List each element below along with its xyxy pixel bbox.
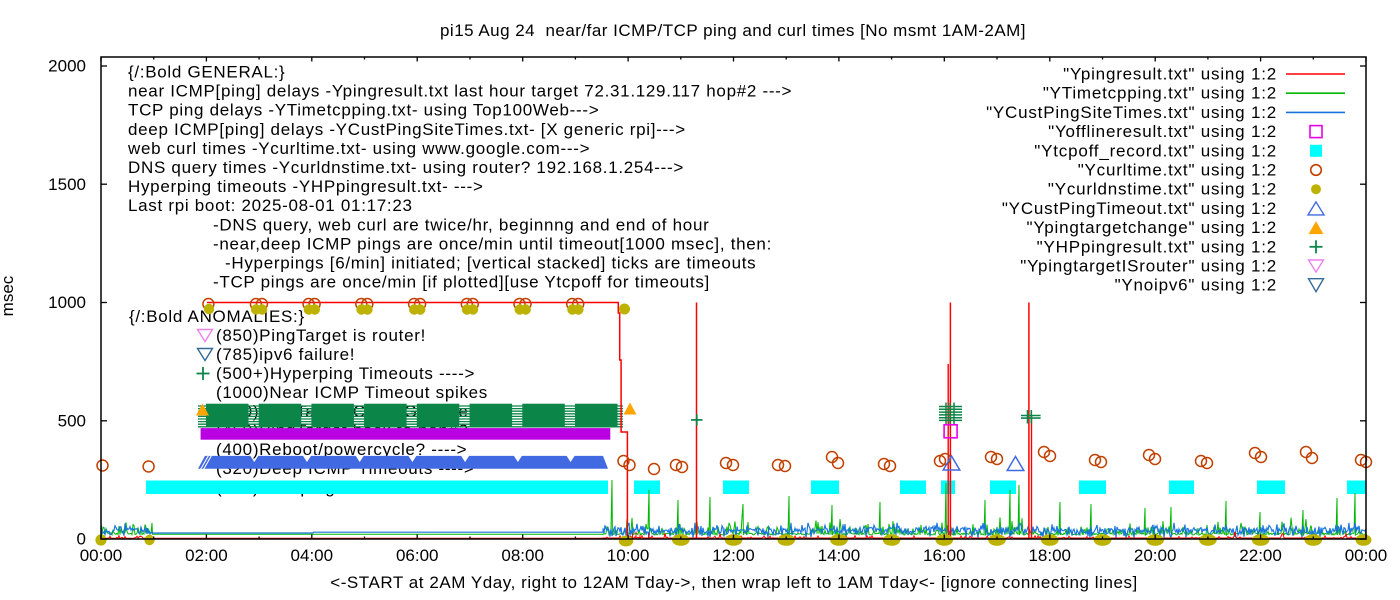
svg-text:10:00: 10:00 <box>607 546 650 565</box>
svg-text:DNS query times -Ycurldnstime.: DNS query times -Ycurldnstime.txt- using… <box>128 158 684 177</box>
svg-text:"Ytcpoff_record.txt" using 1:2: "Ytcpoff_record.txt" using 1:2 <box>1034 141 1277 160</box>
svg-text:TCP ping delays -YTimetcpping.: TCP ping delays -YTimetcpping.txt- using… <box>128 101 599 120</box>
svg-text:02:00: 02:00 <box>185 546 228 565</box>
svg-text:{/:Bold GENERAL:}: {/:Bold GENERAL:} <box>128 63 285 82</box>
svg-text:14:00: 14:00 <box>818 546 861 565</box>
svg-text:{/:Bold ANOMALIES:}: {/:Bold ANOMALIES:} <box>129 307 305 326</box>
svg-text:pi15 Aug 24 near/far ICMP/TCP: pi15 Aug 24 near/far ICMP/TCP ping and c… <box>440 21 1026 40</box>
svg-text:near ICMP[ping] delays -Ypingr: near ICMP[ping] delays -Ypingresult.txt … <box>128 82 792 101</box>
svg-text:"YpingtargetISrouter" using 1:: "YpingtargetISrouter" using 1:2 <box>1020 257 1277 276</box>
svg-text:"Ycurltime.txt" using 1:2: "Ycurltime.txt" using 1:2 <box>1078 161 1277 180</box>
svg-text:"YCustPingSiteTimes.txt" using: "YCustPingSiteTimes.txt" using 1:2 <box>986 103 1277 122</box>
svg-text:deep ICMP[ping] delays -YCustP: deep ICMP[ping] delays -YCustPingSiteTim… <box>128 120 686 139</box>
svg-text:1500: 1500 <box>48 175 86 194</box>
svg-text:web curl times -Ycurltime.txt-: web curl times -Ycurltime.txt- using www… <box>127 139 590 158</box>
svg-text:Hyperping timeouts -YHPpingres: Hyperping timeouts -YHPpingresult.txt- -… <box>128 177 484 196</box>
svg-text:(400)Reboot/powercycle? ---->: (400)Reboot/powercycle? ----> <box>216 440 467 459</box>
svg-text:2000: 2000 <box>48 57 86 76</box>
svg-text:1000: 1000 <box>48 293 86 312</box>
svg-text:(1000)Near ICMP Timeout spikes: (1000)Near ICMP Timeout spikes <box>216 383 488 402</box>
svg-text:"YHPpingresult.txt" using 1:2: "YHPpingresult.txt" using 1:2 <box>1037 237 1277 256</box>
svg-text:"YCustPingTimeout.txt" using 1: "YCustPingTimeout.txt" using 1:2 <box>1002 199 1277 218</box>
svg-text:"Ypingresult.txt" using 1:2: "Ypingresult.txt" using 1:2 <box>1063 65 1277 84</box>
svg-text:-near,deep ICMP pings are once: -near,deep ICMP pings are once/min until… <box>213 234 772 253</box>
svg-text:0: 0 <box>77 530 86 549</box>
svg-text:00:00: 00:00 <box>1345 546 1388 565</box>
svg-text:"Ynoipv6" using 1:2: "Ynoipv6" using 1:2 <box>1115 276 1277 295</box>
svg-text:<-START at 2AM Yday, right to: <-START at 2AM Yday, right to 12AM Tday-… <box>330 573 1138 592</box>
svg-text:04:00: 04:00 <box>291 546 334 565</box>
svg-text:500: 500 <box>58 411 86 430</box>
svg-text:"Yofflineresult.txt" using 1:2: "Yofflineresult.txt" using 1:2 <box>1048 122 1277 141</box>
svg-text:12:00: 12:00 <box>712 546 755 565</box>
svg-text:22:00: 22:00 <box>1239 546 1282 565</box>
svg-text:06:00: 06:00 <box>396 546 439 565</box>
svg-text:(850)PingTarget is router!: (850)PingTarget is router! <box>216 326 426 345</box>
svg-text:-TCP pings are once/min [if pl: -TCP pings are once/min [if plotted][use… <box>213 273 710 292</box>
svg-text:(500+)Hyperping Timeouts ---->: (500+)Hyperping Timeouts ----> <box>216 364 475 383</box>
svg-text:"Ypingtargetchange" using 1:2: "Ypingtargetchange" using 1:2 <box>1027 218 1277 237</box>
svg-text:18:00: 18:00 <box>1028 546 1071 565</box>
svg-text:"Ycurldnstime.txt" using 1:2: "Ycurldnstime.txt" using 1:2 <box>1048 180 1277 199</box>
svg-text:16:00: 16:00 <box>923 546 966 565</box>
svg-text:Last rpi boot: 2025-08-01 01:1: Last rpi boot: 2025-08-01 01:17:23 <box>128 196 413 215</box>
svg-text:00:00: 00:00 <box>80 546 123 565</box>
svg-text:20:00: 20:00 <box>1134 546 1177 565</box>
svg-text:(785)ipv6 failure!: (785)ipv6 failure! <box>216 345 355 364</box>
svg-text:-Hyperpings [6/min] initiated;: -Hyperpings [6/min] initiated; [vertical… <box>225 254 756 273</box>
svg-text:"YTimetcpping.txt" using 1:2: "YTimetcpping.txt" using 1:2 <box>1043 84 1277 103</box>
svg-text:msec: msec <box>0 275 17 316</box>
svg-text:08:00: 08:00 <box>501 546 544 565</box>
svg-text:-DNS query, web curl are twice: -DNS query, web curl are twice/hr, begin… <box>213 215 709 234</box>
